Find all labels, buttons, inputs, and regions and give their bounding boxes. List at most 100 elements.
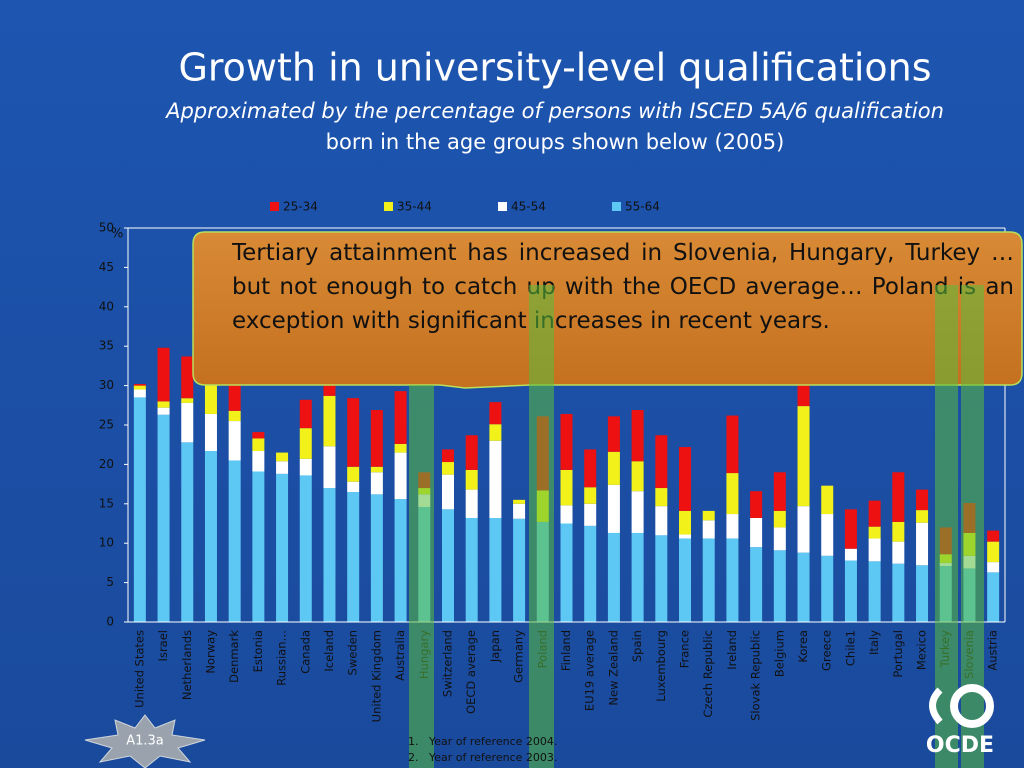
bar-segment (702, 510, 715, 521)
highlight (961, 285, 984, 768)
callout-text-box: Tertiary attainment has increased in Slo… (232, 240, 1014, 334)
logo-mark (950, 684, 994, 728)
x-tick-label: Estonia (251, 630, 265, 672)
bar-segment (489, 424, 502, 441)
y-tick-label: 45 (99, 260, 114, 274)
legend-swatch (612, 202, 621, 211)
x-tick-label: New Zealand (606, 630, 620, 706)
x-tick-label: Spain (630, 630, 644, 662)
x-tick-label: OECD average (464, 630, 478, 714)
bar-segment (347, 491, 360, 622)
bar-segment (702, 520, 715, 539)
bar-segment (228, 460, 241, 622)
bar-segment (347, 398, 360, 467)
bar-segment (394, 443, 407, 453)
x-tick-label: Sweden (346, 630, 360, 675)
bar-segment (560, 505, 573, 524)
bar-segment (821, 485, 834, 515)
x-tick-label: Slovak Republic (749, 630, 763, 721)
x-tick-label: France (678, 630, 692, 668)
bar-segment (679, 534, 692, 539)
bar-segment (204, 413, 217, 452)
bar-segment (773, 510, 786, 528)
bar-segment (394, 452, 407, 500)
bar-segment (133, 385, 146, 390)
bar-segment (276, 473, 289, 622)
bar-segment (157, 401, 170, 408)
bar-segment (441, 509, 454, 622)
bar-segment (655, 535, 668, 622)
bar-segment (513, 499, 526, 504)
bar-segment (916, 489, 929, 511)
bar-segment (821, 514, 834, 556)
subtitle: Approximated by the percentage of person… (164, 99, 944, 123)
x-tick-label: Iceland (322, 630, 336, 672)
y-tick-label: 5 (106, 575, 114, 589)
bar-segment (133, 389, 146, 398)
bar-segment (513, 503, 526, 519)
bar-segment (844, 548, 857, 561)
bar-segment (299, 458, 312, 476)
bar-segment (252, 438, 265, 452)
y-tick-label: 0 (106, 615, 114, 629)
bar-segment (584, 449, 597, 488)
x-tick-label: United Kingdom (369, 630, 383, 722)
x-tick-label: Finland (559, 630, 573, 671)
bar-segment (560, 523, 573, 622)
logo-text: OCDE (926, 733, 994, 758)
highlights (409, 285, 984, 768)
bar-segment (157, 347, 170, 402)
bar-segment (916, 522, 929, 566)
x-tick-label: Canada (298, 630, 312, 674)
x-tick-label: Ireland (725, 630, 739, 670)
x-tick-label: Israel (156, 630, 170, 661)
bar-segment (584, 503, 597, 526)
x-tick-label: Greece (820, 630, 834, 671)
bar-segment (750, 517, 763, 548)
x-tick-label: EU19 average (583, 630, 597, 711)
bar-segment (394, 499, 407, 622)
y-tick-label: 50 (99, 221, 114, 235)
bar-segment (228, 380, 241, 411)
x-tick-label: Japan (488, 630, 502, 663)
subtitle: born in the age groups shown below (2005… (326, 130, 785, 154)
bar-segment (513, 518, 526, 622)
badge: A1.3a (84, 714, 206, 768)
bar-segment (750, 547, 763, 622)
bar-segment (821, 555, 834, 622)
bar-segment (844, 509, 857, 549)
bar-segment (370, 466, 383, 473)
bar-segment (465, 517, 478, 622)
bar-segment (441, 462, 454, 475)
bar-segment (797, 506, 810, 553)
x-tick-label: Netherlands (180, 630, 194, 700)
bar-segment (607, 532, 620, 622)
bar-segment (631, 491, 644, 533)
bar-segment (726, 415, 739, 474)
bar-segment (252, 432, 265, 439)
bar-segment (679, 538, 692, 622)
x-tick-label: Czech Republic (701, 630, 715, 718)
x-tick-label: Chile1 (843, 630, 857, 666)
bar-segment (181, 398, 194, 403)
x-tick-label: Belgium (772, 630, 786, 677)
highlight (935, 285, 958, 768)
bar-segment (750, 491, 763, 518)
bar-segment (489, 402, 502, 425)
bar-segment (797, 406, 810, 507)
bar-segment (868, 526, 881, 539)
title: Growth in university-level qualification… (178, 46, 931, 90)
bar-segment (773, 550, 786, 622)
bar-segment (679, 447, 692, 511)
bar-segment (133, 384, 146, 386)
bar-segment (773, 527, 786, 551)
highlight (409, 385, 434, 768)
bar-segment (181, 442, 194, 622)
badge-star (84, 714, 206, 768)
legend-swatch (384, 202, 393, 211)
bar-segment (607, 416, 620, 452)
bar-segment (607, 484, 620, 533)
bar-segment (584, 525, 597, 622)
bar-segment (987, 562, 1000, 573)
